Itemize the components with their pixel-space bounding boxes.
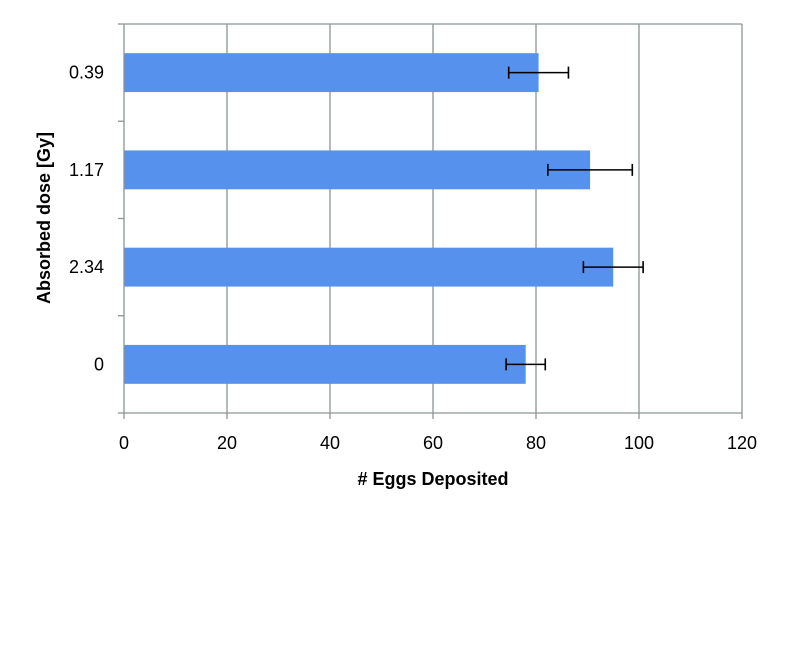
x-tick-label: 100 xyxy=(624,433,654,453)
axes xyxy=(118,23,743,419)
error-bars xyxy=(505,66,644,371)
y-tick-label: 2.34 xyxy=(69,257,104,277)
error-bar xyxy=(505,358,547,371)
x-tick-label: 60 xyxy=(423,433,443,453)
bars xyxy=(124,53,614,384)
x-tick-label: 0 xyxy=(119,433,129,453)
bar xyxy=(124,344,526,384)
bar xyxy=(124,247,614,287)
error-bar xyxy=(507,66,570,79)
x-tick-label: 20 xyxy=(217,433,237,453)
error-bar xyxy=(547,163,634,176)
y-tick-label: 0 xyxy=(94,354,104,374)
x-axis-title: # Eggs Deposited xyxy=(357,469,508,489)
x-tick-label: 40 xyxy=(320,433,340,453)
y-tick-label: 0.39 xyxy=(69,63,104,83)
y-tick-label: 1.17 xyxy=(69,160,104,180)
x-tick-label: 120 xyxy=(727,433,757,453)
bar xyxy=(124,53,539,93)
y-tick-labels: 0.39 1.17 2.34 0 xyxy=(69,63,104,375)
x-tick-labels: 0 20 40 60 80 100 120 xyxy=(119,433,757,453)
x-tick-label: 80 xyxy=(526,433,546,453)
error-bar xyxy=(582,261,644,274)
bar xyxy=(124,150,591,190)
y-axis-title: Absorbed dose [Gy] xyxy=(34,132,54,304)
